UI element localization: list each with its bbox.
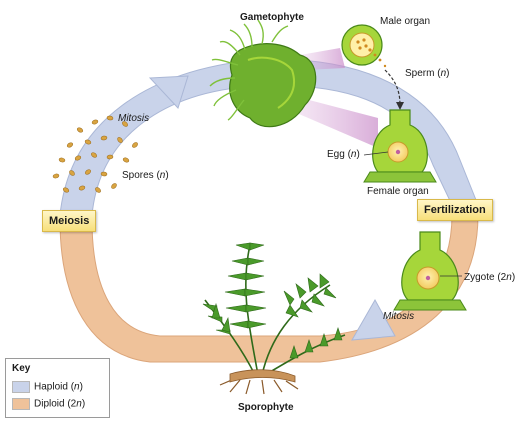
gametophyte-label: Gametophyte [240, 12, 304, 23]
diploid-swatch [12, 398, 30, 410]
female-organ-illustration [363, 109, 437, 183]
sporophyte-illustration [202, 242, 346, 395]
beam-female [285, 95, 378, 148]
key-diploid: Diploid (2n) [12, 398, 85, 410]
diploid-arrowhead [351, 298, 396, 341]
key-legend: Key Haploid (n) Diploid (2n) [5, 358, 110, 418]
egg-label: Egg (n) [327, 149, 360, 160]
key-haploid: Haploid (n) [12, 381, 83, 393]
male-organ-illustration [341, 24, 387, 68]
gametophyte-illustration [209, 19, 317, 128]
mitosis-top-label: Mitosis [118, 113, 150, 124]
haploid-arrowhead [148, 75, 189, 109]
male-organ-label: Male organ [380, 16, 431, 27]
sperm-arrow [384, 69, 401, 106]
zygote-illustration [393, 231, 467, 311]
female-organ-label: Female organ [367, 186, 429, 197]
spores-label: Spores (n) [122, 170, 169, 181]
haploid-swatch [12, 381, 30, 393]
meiosis-box: Meiosis [42, 210, 97, 232]
fertilization-box: Fertilization [417, 199, 493, 221]
spores-cluster [52, 115, 138, 193]
sporophyte-label: Sporophyte [238, 402, 294, 413]
key-title: Key [12, 363, 31, 374]
mitosis-bottom-label: Mitosis [383, 311, 415, 322]
zygote-label: Zygote (2n) [464, 272, 516, 283]
sperm-label: Sperm (n) [405, 68, 450, 79]
egg-leader [363, 151, 389, 156]
